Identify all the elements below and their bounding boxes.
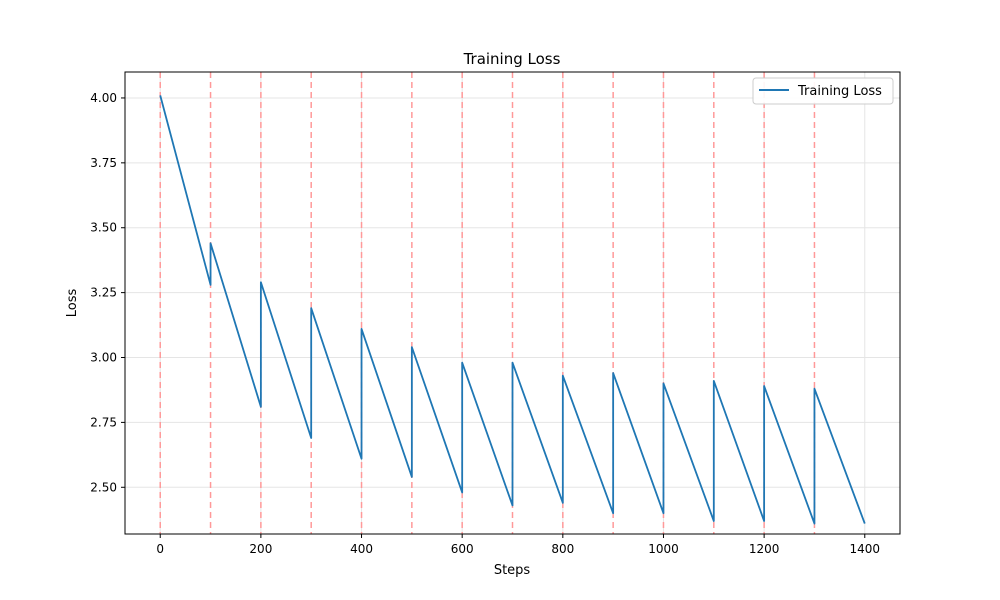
x-tick-label: 800 [551,542,574,556]
y-tick-label: 3.00 [90,351,117,365]
x-tick-label: 0 [156,542,164,556]
series-layer [159,95,866,525]
y-axis-label: Loss [65,289,80,318]
y-tick-label: 3.25 [90,286,117,300]
y-tick-label: 2.75 [90,415,117,429]
series-line-training-loss [159,95,866,525]
legend-box [752,77,894,105]
y-tick-label: 4.00 [90,91,117,105]
legend: Training Loss [752,77,894,105]
y-tick-label: 2.50 [90,480,117,494]
legend-series-label: Training Loss [797,84,882,99]
y-tick-label: 3.50 [90,221,117,235]
chart-title: Training Loss [463,50,561,68]
y-tick-label: 3.75 [90,156,117,170]
x-axis-label: Steps [494,563,531,578]
y-axis-ticks: 2.50 2.75 3.00 3.25 3.50 3.75 4.00 [90,91,125,494]
x-tick-label: 200 [249,542,272,556]
x-tick-label: 400 [350,542,373,556]
x-tick-label: 1000 [648,542,679,556]
x-tick-label: 1400 [849,542,880,556]
x-tick-label: 600 [451,542,474,556]
x-tick-label: 1200 [749,542,780,556]
x-axis-ticks: 0 200 400 600 800 1000 1200 1400 [156,534,880,556]
plot-frame [124,71,901,535]
plot-area [124,71,901,535]
